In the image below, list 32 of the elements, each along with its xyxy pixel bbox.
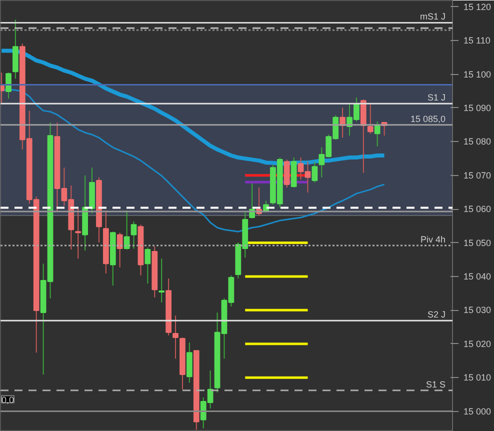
ref-line-label: S2 J bbox=[428, 310, 446, 320]
candlestick bbox=[75, 206, 82, 260]
y-tick-label: 15 060 bbox=[464, 204, 492, 214]
y-tick-label: 15 030 bbox=[464, 305, 492, 316]
y-tick-label: 15 100 bbox=[464, 69, 492, 80]
y-tick-label: 15 000 bbox=[464, 406, 492, 416]
y-tick-label: 15 040 bbox=[464, 271, 492, 282]
y-tick-label: 15 090 bbox=[464, 102, 492, 113]
candlestick bbox=[130, 221, 137, 250]
candlestick bbox=[172, 315, 178, 360]
candlestick bbox=[158, 258, 165, 303]
ref-line-label: S1 J bbox=[428, 92, 446, 103]
y-tick-label: 15 070 bbox=[464, 170, 492, 180]
ref-line-label: mS1 J bbox=[420, 12, 446, 22]
candlestick bbox=[6, 72, 12, 100]
candlestick bbox=[116, 232, 123, 268]
y-tick-label: 15 120 bbox=[464, 2, 492, 12]
candlestick bbox=[312, 161, 318, 183]
y-tick-label: 15 050 bbox=[464, 238, 492, 248]
candlestick bbox=[144, 247, 151, 284]
candlestick bbox=[186, 342, 192, 384]
y-tick-label: 15 010 bbox=[464, 372, 492, 383]
y-tick-label: 15 110 bbox=[464, 36, 490, 46]
y-tick-label: 15 080 bbox=[464, 136, 492, 147]
candlestick bbox=[367, 104, 374, 134]
candlestick bbox=[374, 120, 380, 147]
ref-line-label: S1 S bbox=[426, 379, 446, 390]
candlestick bbox=[284, 159, 290, 188]
ref-line-label: Piv 4h bbox=[420, 234, 446, 244]
ref-line-label: 15 085,0 bbox=[410, 114, 446, 124]
candlestick bbox=[124, 210, 130, 250]
y-tick-label: 15 020 bbox=[464, 338, 492, 349]
